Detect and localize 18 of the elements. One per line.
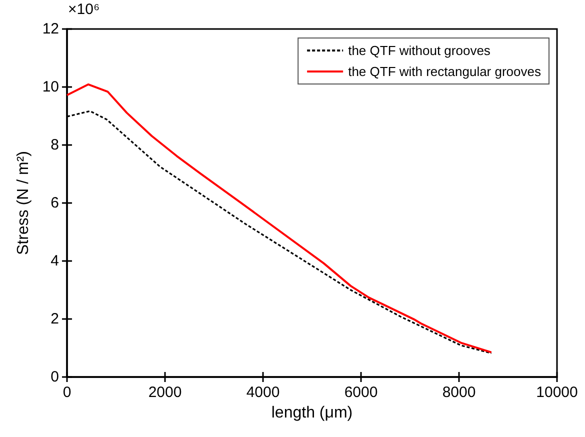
x-tick-label: 4000	[246, 384, 280, 401]
y-tick-label: 0	[50, 368, 59, 386]
x-tick-label: 0	[62, 384, 72, 401]
legend-label: the QTF without grooves	[348, 43, 491, 58]
y-tick-label: 6	[50, 194, 59, 212]
y-tick-label: 12	[42, 20, 59, 38]
x-tick-label: 8000	[442, 384, 476, 401]
y-tick-label: 4	[50, 252, 59, 270]
legend-label: the QTF with rectangular grooves	[348, 64, 542, 79]
y-tick-label: 8	[50, 136, 59, 154]
x-tick-label: 2000	[148, 384, 182, 401]
y-tick-label: 2	[50, 310, 59, 328]
x-tick-label: 6000	[344, 384, 378, 401]
x-axis-title: length (μm)	[271, 404, 353, 422]
x-tick-label: 10000	[536, 384, 578, 401]
text: ×10⁶	[68, 1, 100, 18]
y-tick-label: 10	[42, 78, 59, 96]
y-axis-title: Stress (N / m²)	[14, 151, 32, 255]
